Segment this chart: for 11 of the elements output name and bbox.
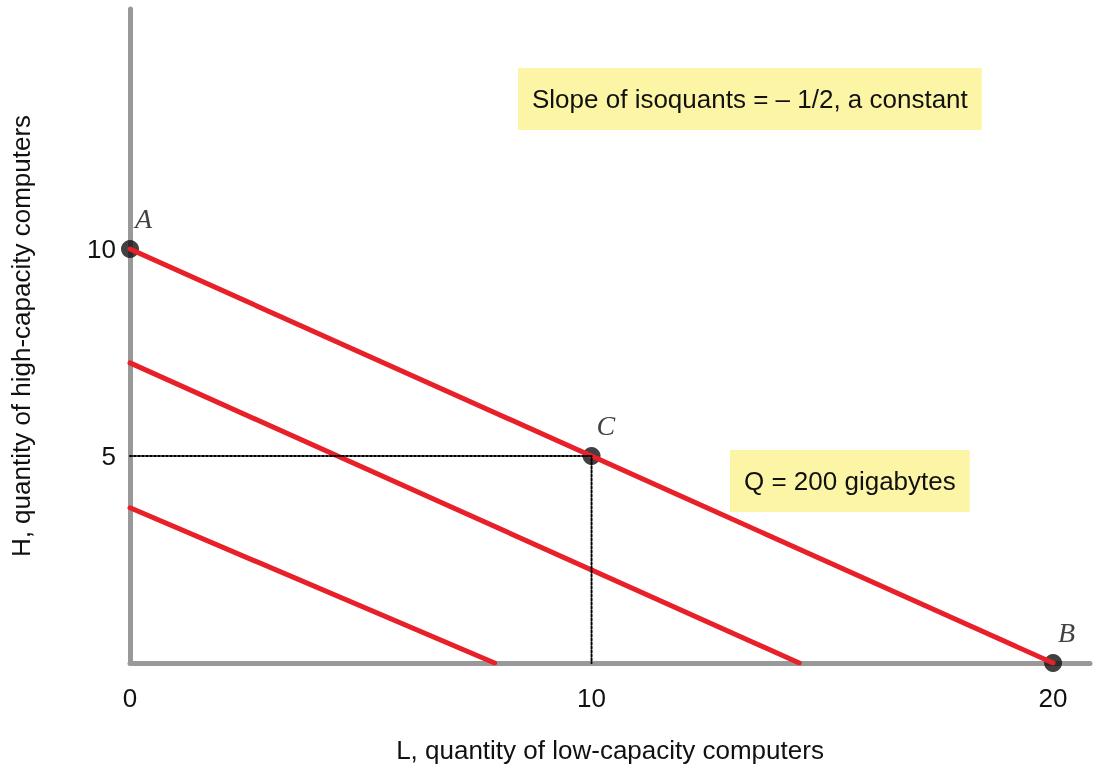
y-tick-label: 5	[101, 441, 116, 472]
y-axis-title: H, quantity of high-capacity computers	[6, 114, 36, 558]
data-label: B	[1058, 616, 1076, 648]
annotation: Q = 200 gigabytes	[744, 466, 956, 496]
data-label: C	[596, 409, 616, 441]
data-label: A	[133, 202, 153, 234]
x-tick-label: 0	[122, 683, 138, 713]
x-axis-title: L, quantity of low-capacity computers	[396, 735, 824, 765]
x-tick-label: 20	[1038, 683, 1068, 713]
x-tick-label: 10	[577, 683, 606, 713]
annotation: Slope of isoquants = – 1/2, a constant	[532, 84, 969, 114]
